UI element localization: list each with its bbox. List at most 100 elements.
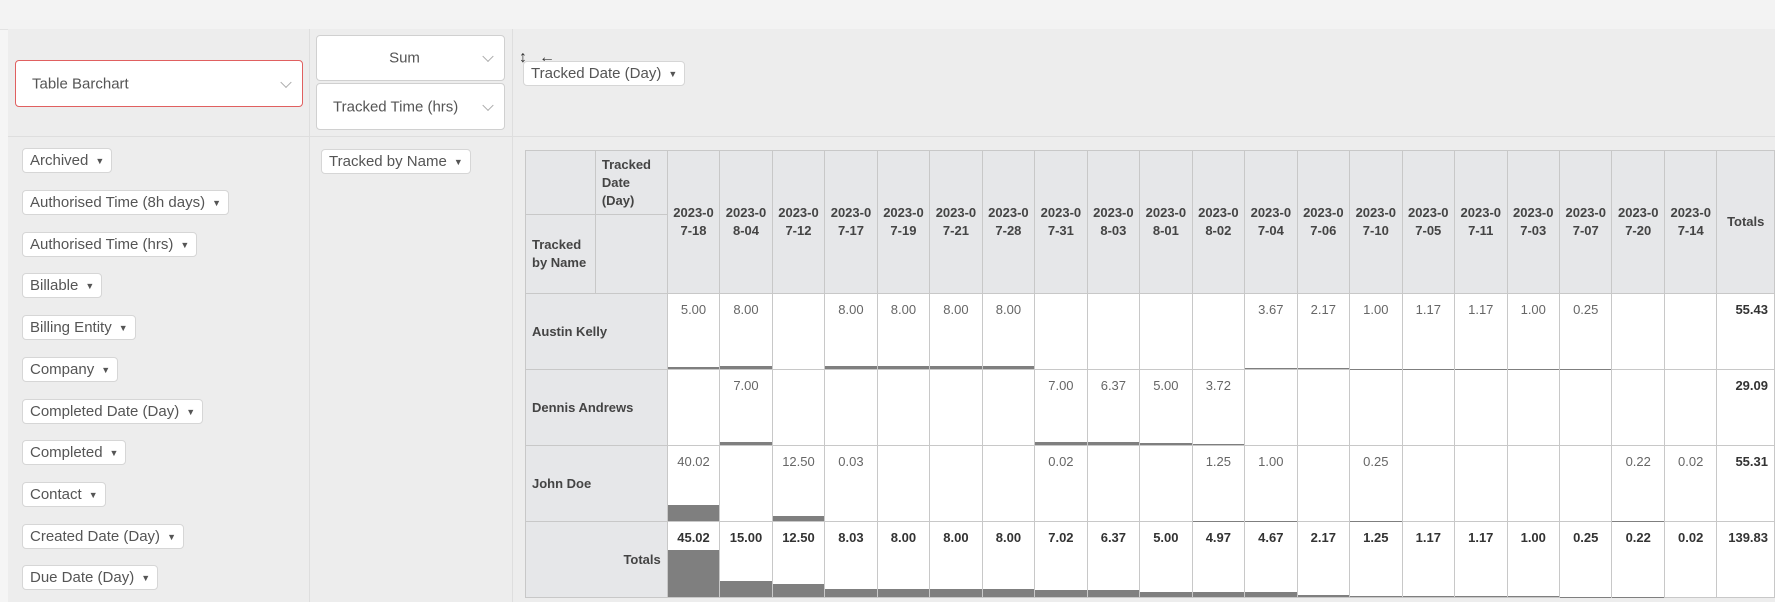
table-cell[interactable] (1296, 369, 1351, 446)
table-cell[interactable] (1401, 369, 1456, 446)
table-cell[interactable]: 7.00 (719, 369, 773, 446)
table-cell[interactable] (1663, 369, 1718, 446)
column-header[interactable]: 2023-08-02 (1191, 150, 1246, 294)
column-header[interactable]: 2023-07-18 (666, 150, 721, 294)
table-cell[interactable] (876, 445, 931, 522)
table-cell[interactable] (929, 369, 983, 446)
table-cell[interactable]: 0.25 (1349, 445, 1403, 522)
row-header[interactable]: Dennis Andrews (525, 369, 668, 446)
table-cell[interactable]: 1.00 (1506, 293, 1561, 370)
row-header[interactable]: John Doe (525, 445, 668, 522)
table-cell[interactable] (1349, 369, 1403, 446)
column-header[interactable]: 2023-08-01 (1139, 150, 1193, 294)
column-header[interactable]: 2023-07-19 (876, 150, 931, 294)
table-cell[interactable] (1506, 445, 1561, 522)
attr-pill[interactable]: Completed ▼ (22, 440, 127, 465)
table-cell[interactable] (929, 445, 983, 522)
attr-pill[interactable]: Archived ▼ (22, 148, 113, 173)
table-cell[interactable] (666, 369, 721, 446)
table-cell[interactable] (1558, 369, 1613, 446)
table-cell[interactable]: 1.17 (1401, 293, 1456, 370)
table-cell[interactable]: 0.22 (1611, 445, 1665, 522)
attr-pill[interactable]: Due Date (Day) ▼ (22, 565, 159, 590)
column-header[interactable]: 2023-07-03 (1506, 150, 1561, 294)
table-cell[interactable]: 2.17 (1296, 293, 1351, 370)
table-cell[interactable]: 6.37 (1086, 369, 1141, 446)
table-cell[interactable] (1034, 293, 1088, 370)
column-header[interactable]: 2023-07-10 (1349, 150, 1403, 294)
table-cell[interactable] (1296, 445, 1351, 522)
table-cell[interactable] (1611, 369, 1665, 446)
table-cell[interactable]: 8.00 (981, 293, 1036, 370)
table-cell[interactable] (719, 445, 773, 522)
table-cell[interactable] (1663, 293, 1718, 370)
table-cell[interactable]: 1.00 (1349, 293, 1403, 370)
table-cell[interactable] (1244, 369, 1298, 446)
table-cell[interactable] (1454, 369, 1508, 446)
column-header[interactable]: 2023-07-06 (1296, 150, 1351, 294)
table-cell[interactable]: 3.72 (1191, 369, 1246, 446)
table-cell[interactable]: 3.67 (1244, 293, 1298, 370)
table-cell[interactable] (1611, 293, 1665, 370)
column-header[interactable]: 2023-07-14 (1663, 150, 1718, 294)
column-header[interactable]: 2023-07-31 (1034, 150, 1088, 294)
column-attr-pill[interactable]: Tracked Date (Day) ▼ (523, 61, 686, 86)
column-header[interactable]: 2023-07-20 (1611, 150, 1665, 294)
table-cell[interactable]: 0.25 (1558, 293, 1613, 370)
row-order-toggle[interactable]: ↕ (519, 49, 527, 66)
table-cell[interactable] (1454, 445, 1508, 522)
table-cell[interactable]: 0.03 (824, 445, 878, 522)
column-header[interactable]: 2023-07-17 (824, 150, 878, 294)
table-cell[interactable]: 8.00 (719, 293, 773, 370)
table-cell[interactable] (1401, 445, 1456, 522)
attr-pill[interactable]: Completed Date (Day) ▼ (22, 399, 204, 424)
attr-pill[interactable]: Billable ▼ (22, 273, 103, 298)
table-cell[interactable] (981, 445, 1036, 522)
renderer-select[interactable]: Table Barchart (15, 60, 303, 107)
table-cell[interactable] (1086, 293, 1141, 370)
table-cell[interactable]: 1.17 (1454, 293, 1508, 370)
table-cell[interactable] (981, 369, 1036, 446)
table-cell[interactable]: 5.00 (1139, 369, 1193, 446)
attr-pill[interactable]: Authorised Time (8h days) ▼ (22, 190, 229, 215)
table-cell[interactable] (771, 293, 826, 370)
column-header[interactable]: 2023-07-07 (1558, 150, 1613, 294)
table-cell[interactable]: 5.00 (666, 293, 721, 370)
column-header[interactable]: 2023-07-11 (1454, 150, 1508, 294)
attr-pill[interactable]: Company ▼ (22, 357, 119, 382)
table-cell[interactable] (1086, 445, 1141, 522)
attr-pill[interactable]: Created Date (Day) ▼ (22, 524, 184, 549)
attr-pill[interactable]: Billing Entity ▼ (22, 315, 136, 340)
table-cell[interactable] (1191, 293, 1246, 370)
table-cell[interactable]: 12.50 (771, 445, 826, 522)
column-header[interactable]: 2023-07-12 (771, 150, 826, 294)
table-cell[interactable]: 8.00 (876, 293, 931, 370)
column-header[interactable]: 2023-07-05 (1401, 150, 1456, 294)
table-cell[interactable] (771, 369, 826, 446)
row-attr-pill[interactable]: Tracked by Name ▼ (321, 149, 471, 174)
row-header[interactable]: Austin Kelly (525, 293, 668, 370)
table-cell[interactable]: 8.00 (824, 293, 878, 370)
table-cell[interactable] (1139, 293, 1193, 370)
column-header[interactable]: 2023-07-28 (981, 150, 1036, 294)
attr-pill[interactable]: Authorised Time (hrs) ▼ (22, 232, 198, 257)
column-header[interactable]: 2023-08-04 (719, 150, 773, 294)
table-cell[interactable]: 0.02 (1663, 445, 1718, 522)
table-cell[interactable] (1139, 445, 1193, 522)
column-header[interactable]: 2023-07-21 (929, 150, 983, 294)
table-cell[interactable]: 1.00 (1244, 445, 1298, 522)
attr-pill[interactable]: Contact ▼ (22, 482, 106, 507)
aggregator-attribute-select[interactable]: Tracked Time (hrs) (316, 83, 505, 130)
table-cell[interactable] (824, 369, 878, 446)
table-cell[interactable]: 40.02 (666, 445, 721, 522)
aggregator-select[interactable]: Sum (316, 35, 505, 81)
table-cell[interactable] (1506, 369, 1561, 446)
table-cell[interactable] (876, 369, 931, 446)
table-cell[interactable]: 0.02 (1034, 445, 1088, 522)
table-cell[interactable]: 7.00 (1034, 369, 1088, 446)
column-header[interactable]: 2023-08-03 (1086, 150, 1141, 294)
column-header[interactable]: 2023-07-04 (1244, 150, 1298, 294)
table-cell[interactable] (1558, 445, 1613, 522)
table-cell[interactable]: 8.00 (929, 293, 983, 370)
table-cell[interactable]: 1.25 (1191, 445, 1246, 522)
